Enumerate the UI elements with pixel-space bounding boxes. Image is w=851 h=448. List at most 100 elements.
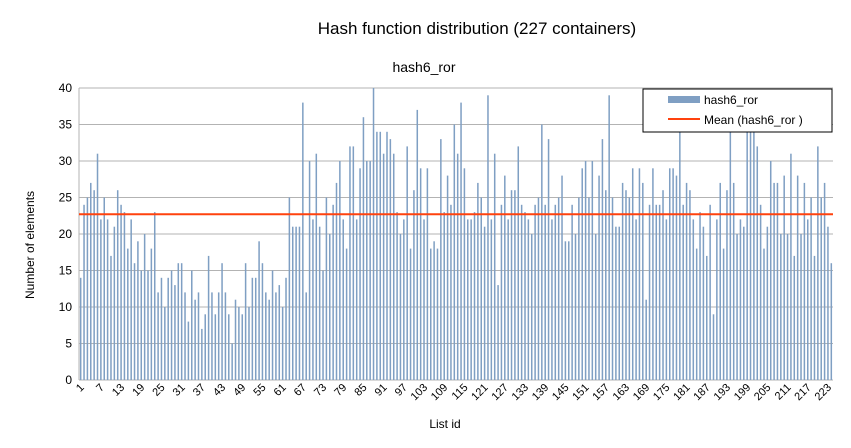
x-tick-label: 31 bbox=[171, 382, 188, 399]
bar bbox=[83, 204, 85, 380]
bar bbox=[591, 161, 594, 380]
bar bbox=[793, 255, 796, 380]
bar bbox=[460, 102, 462, 380]
bar bbox=[197, 292, 200, 380]
bar bbox=[288, 197, 291, 380]
bar bbox=[291, 226, 294, 380]
bar bbox=[490, 219, 493, 380]
bar bbox=[702, 226, 705, 380]
bar bbox=[732, 182, 735, 380]
bar bbox=[406, 146, 408, 380]
bar bbox=[261, 263, 264, 380]
bar bbox=[90, 182, 92, 380]
bar bbox=[123, 212, 126, 380]
y-tick-label: 5 bbox=[65, 337, 72, 351]
bar bbox=[520, 204, 523, 380]
bar bbox=[103, 197, 105, 380]
bar bbox=[140, 270, 143, 380]
x-tick-label: 181 bbox=[671, 382, 692, 403]
bar bbox=[238, 307, 240, 380]
bar bbox=[551, 219, 553, 380]
x-tick-label: 151 bbox=[570, 382, 591, 403]
x-tick-label: 43 bbox=[211, 382, 228, 399]
bar bbox=[443, 212, 445, 380]
bar bbox=[147, 270, 149, 380]
bar bbox=[561, 175, 563, 380]
x-tick-label: 115 bbox=[450, 382, 471, 403]
bar bbox=[278, 285, 281, 380]
bar bbox=[419, 168, 422, 380]
bar bbox=[285, 277, 287, 380]
legend-swatch-bars bbox=[668, 96, 700, 103]
bar bbox=[325, 197, 328, 380]
bar bbox=[695, 248, 698, 380]
bar bbox=[615, 226, 617, 380]
bar bbox=[342, 219, 344, 380]
bar bbox=[234, 299, 237, 380]
bar bbox=[712, 314, 715, 380]
x-tick-label: 223 bbox=[813, 382, 834, 403]
bar bbox=[217, 292, 220, 380]
bar bbox=[652, 168, 654, 380]
bar bbox=[164, 307, 166, 380]
x-tick-label: 37 bbox=[191, 382, 208, 399]
bar bbox=[436, 248, 439, 380]
bar bbox=[618, 226, 621, 380]
bar bbox=[736, 234, 738, 380]
bar bbox=[517, 146, 520, 380]
y-tick-label: 15 bbox=[59, 264, 73, 278]
bar bbox=[389, 139, 392, 380]
legend-label-bars: hash6_ror bbox=[704, 93, 758, 107]
bar bbox=[625, 190, 627, 380]
bar bbox=[658, 204, 661, 380]
bar bbox=[823, 182, 826, 380]
bar bbox=[113, 226, 116, 380]
x-tick-label: 97 bbox=[393, 382, 410, 399]
bar bbox=[648, 204, 651, 380]
bar bbox=[440, 139, 442, 380]
bar bbox=[318, 226, 321, 380]
bar bbox=[581, 168, 583, 380]
bar bbox=[446, 175, 449, 380]
bar bbox=[716, 219, 718, 380]
x-tick-label: 127 bbox=[489, 382, 510, 403]
x-tick-label: 55 bbox=[251, 382, 268, 399]
bar bbox=[376, 131, 378, 380]
bar bbox=[638, 168, 641, 380]
bar bbox=[372, 88, 375, 380]
y-tick-labels: 0 5 10 15 20 25 30 35 40 bbox=[59, 81, 73, 387]
bar bbox=[729, 131, 732, 380]
bar bbox=[399, 234, 402, 380]
bar bbox=[692, 219, 695, 380]
bar bbox=[150, 248, 153, 380]
bar bbox=[679, 131, 681, 380]
bar bbox=[450, 204, 452, 380]
y-tick-label: 25 bbox=[59, 191, 73, 205]
y-tick-label: 35 bbox=[59, 118, 73, 132]
bar bbox=[588, 197, 590, 380]
bar bbox=[392, 153, 395, 380]
bar bbox=[608, 95, 610, 381]
x-tick-label: 91 bbox=[373, 382, 390, 399]
y-tick-label: 20 bbox=[59, 227, 73, 241]
bar bbox=[345, 248, 348, 380]
bar bbox=[137, 241, 139, 380]
x-tick-label: 19 bbox=[130, 382, 147, 399]
bar bbox=[537, 197, 540, 380]
bar bbox=[689, 190, 691, 380]
bar bbox=[668, 168, 671, 380]
bar bbox=[611, 197, 614, 380]
x-tick-label: 193 bbox=[712, 382, 733, 403]
bar bbox=[500, 204, 503, 380]
bar bbox=[746, 131, 748, 380]
bar bbox=[722, 248, 725, 380]
chart-title: Hash function distribution (227 containe… bbox=[318, 19, 636, 38]
bar bbox=[584, 161, 587, 380]
bar bbox=[359, 168, 361, 380]
x-tick-label: 13 bbox=[110, 382, 127, 399]
bar bbox=[160, 277, 163, 380]
bar bbox=[554, 204, 557, 380]
bar bbox=[366, 161, 368, 380]
bar bbox=[830, 263, 833, 380]
bar bbox=[362, 117, 365, 380]
